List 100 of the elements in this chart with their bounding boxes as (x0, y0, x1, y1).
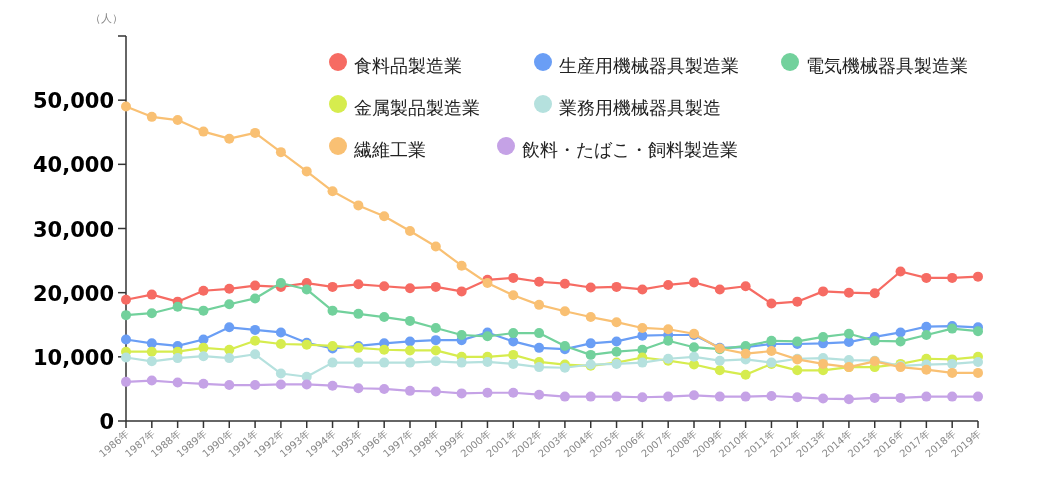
point (534, 328, 545, 339)
point (224, 353, 235, 364)
point (224, 322, 235, 333)
point (275, 339, 286, 349)
point (121, 334, 131, 345)
point (508, 358, 519, 369)
point (689, 390, 699, 401)
point (869, 335, 880, 346)
point (327, 281, 338, 292)
point (921, 272, 932, 283)
point (559, 340, 570, 351)
point (250, 380, 261, 391)
point (250, 324, 261, 335)
point (250, 293, 261, 304)
point (198, 305, 209, 316)
point (843, 394, 854, 405)
point (766, 390, 777, 401)
point (611, 281, 622, 292)
point (172, 353, 183, 364)
point (172, 115, 183, 126)
point (895, 327, 906, 338)
point (405, 345, 415, 356)
point (559, 278, 570, 289)
point (379, 312, 390, 323)
point (146, 356, 157, 367)
legend-label: 生産用機械器具製造業 (559, 55, 739, 76)
point (456, 388, 467, 399)
point (843, 328, 854, 339)
point (198, 342, 209, 353)
point (559, 306, 570, 317)
y-tick-label: 40,000 (32, 153, 114, 178)
point (740, 281, 751, 292)
y-axis-title: （人） (89, 12, 123, 25)
point (766, 346, 777, 357)
point (973, 367, 983, 378)
point (405, 315, 415, 326)
point (146, 289, 157, 300)
point (818, 331, 829, 342)
y-tick-label: 20,000 (32, 281, 114, 306)
point (121, 294, 131, 305)
point (430, 345, 441, 356)
point (508, 290, 519, 301)
point (637, 284, 648, 295)
point (121, 101, 131, 112)
point (379, 211, 390, 222)
y-tick-label: 30,000 (32, 217, 114, 242)
point (146, 308, 157, 319)
point (250, 127, 261, 138)
point (534, 276, 545, 287)
point (766, 298, 777, 309)
point (146, 346, 157, 357)
point (792, 392, 803, 403)
point (198, 285, 209, 296)
point (973, 356, 983, 367)
point (534, 299, 545, 310)
point (275, 379, 286, 390)
point (430, 386, 441, 397)
point (611, 317, 622, 328)
point (353, 200, 364, 211)
point (663, 324, 674, 335)
point (534, 389, 545, 400)
point (921, 364, 932, 375)
point (379, 344, 390, 355)
point (895, 392, 906, 403)
legend-label: 金属製品製造業 (354, 97, 480, 118)
point (224, 283, 235, 294)
point (146, 375, 157, 386)
point (301, 166, 312, 177)
point (430, 335, 441, 346)
point (689, 277, 699, 288)
point (689, 351, 699, 362)
point (327, 357, 338, 368)
point (172, 377, 183, 388)
point (714, 365, 725, 376)
point (327, 186, 338, 197)
point (818, 286, 829, 297)
point (482, 278, 493, 289)
point (405, 385, 415, 396)
point (585, 282, 596, 293)
point (895, 336, 906, 347)
point (585, 391, 596, 402)
point (689, 342, 699, 353)
point (559, 391, 570, 402)
point (301, 284, 312, 295)
point (353, 279, 364, 290)
y-tick-label: 50,000 (32, 89, 114, 114)
point (818, 393, 829, 404)
point (456, 260, 467, 271)
point (353, 308, 364, 319)
point (224, 299, 235, 310)
point (973, 271, 983, 282)
point (405, 357, 415, 368)
point (146, 338, 157, 349)
point (843, 287, 854, 298)
point (637, 357, 648, 368)
point (921, 330, 932, 341)
point (973, 326, 983, 337)
point (172, 301, 183, 312)
point (792, 365, 803, 376)
point (198, 351, 209, 362)
